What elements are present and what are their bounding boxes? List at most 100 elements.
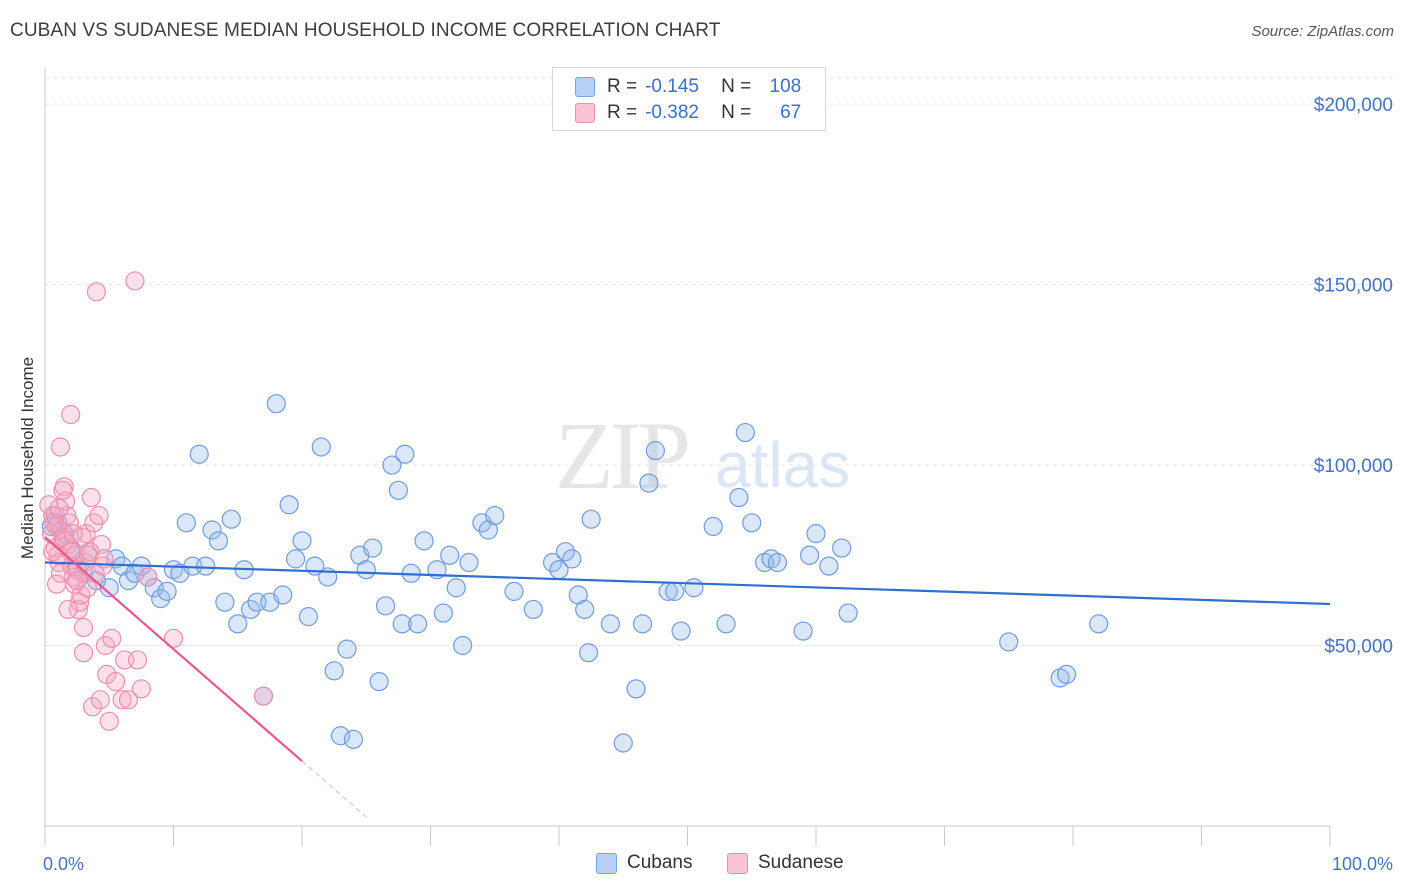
cubans-point [1050,668,1070,688]
cubans-point [208,531,229,551]
cubans-point [761,549,781,569]
cubans-point [806,524,826,544]
cubans-legend-swatch [596,852,617,874]
sudanese-point [125,271,145,291]
cubans-point [298,607,319,627]
cubans-point [819,556,839,576]
sudanese-point [53,480,73,500]
sudanese-point [90,690,110,710]
sudanese-point [73,643,94,663]
cubans-point [581,509,601,529]
cubans-point [189,444,209,464]
cubans-point [453,635,473,656]
sudanese-swatch [575,103,595,123]
sudanese-point [59,513,80,533]
cubans-point [645,441,665,461]
cubans-point [1089,614,1109,634]
cubans-point [363,538,383,558]
cubans-point [562,549,582,569]
cubans-point [324,661,344,681]
cubans-point [163,560,184,580]
cubans-point [99,578,119,598]
cubans-point [542,552,563,573]
cubans-point [228,614,248,634]
sudanese-point [163,628,184,648]
x-tick-label: 0.0% [43,854,84,874]
cubans-point [729,487,749,508]
cubans-point [555,542,576,562]
cubans-point [626,679,646,699]
sudanese-point [68,599,89,620]
cubans-point [157,581,177,601]
correlation-legend: R = -0.145 N = 108 R = -0.382 N = 67 [552,67,826,131]
r-value-cubans: -0.145 [645,76,699,97]
cubans-point [504,581,524,601]
cubans-point [440,545,460,565]
y-tick-label: $150,000 [1314,276,1393,297]
chart-title: CUBAN VS SUDANESE MEDIAN HOUSEHOLD INCOM… [10,20,721,41]
sudanese-point [50,437,71,457]
cubans-point [369,672,389,692]
sudanese-point [43,505,63,526]
sudanese-point [71,585,91,605]
sudanese-point [73,617,94,638]
sudanese-point [81,487,101,508]
y-tick-label: $50,000 [1324,637,1393,658]
cubans-point [665,581,685,601]
sudanese-point [46,574,67,594]
cubans-point [832,538,852,558]
cubans-point [202,520,222,540]
sudanese-point [91,534,112,555]
cubans-point [273,585,293,605]
bottom-legend-sudanese[interactable]: Sudanese [727,852,844,874]
sudanese-point [253,686,274,706]
sudanese-point [138,567,158,587]
sudanese-point [118,690,139,710]
cubans-trend-line [44,561,1331,606]
sudanese-point [127,650,148,670]
cubans-point [241,599,261,620]
cubans-point [639,473,659,493]
cubans-point [735,422,755,443]
cubans-point [343,729,363,749]
cubans-point [395,444,415,464]
cubans-point [799,545,820,565]
sudanese-legend-label: Sudanese [758,852,844,873]
cubans-point [337,639,357,659]
cubans-point [485,505,505,526]
sudanese-point [102,628,122,648]
sudanese-point [99,711,119,731]
cubans-point [266,394,286,414]
sudanese-point [93,556,113,576]
cubans-point [446,578,466,598]
watermark-zip: ZIP [555,402,691,509]
cubans-point [1056,664,1077,685]
cubans-point [392,614,412,634]
cubans-point [221,509,241,529]
cubans-point [600,614,621,634]
n-value-cubans: 108 [769,76,802,97]
cubans-point [613,733,633,753]
n-label: N = [721,76,752,97]
cubans-swatch [575,77,595,97]
sudanese-point [44,513,64,533]
cubans-point [671,621,691,641]
bottom-legend-cubans[interactable]: Cubans [596,852,693,874]
legend-row-cubans: R = -0.145 N = 108 [575,75,801,99]
cubans-point [118,570,139,591]
r-label: R = [607,102,638,123]
cubans-point [999,632,1019,652]
sudanese-point [61,404,81,425]
sudanese-point [131,679,151,699]
cubans-point [292,531,312,551]
cubans-point [215,592,235,612]
cubans-point [279,495,299,515]
legend-row-sudanese: R = -0.382 N = 67 [575,101,801,125]
cubans-point [433,603,453,623]
cubans-point [414,531,434,551]
source-label: Source: ZipAtlas.com [1251,23,1394,40]
sudanese-point [112,690,132,710]
r-label: R = [607,76,638,97]
cubans-point [285,549,306,569]
